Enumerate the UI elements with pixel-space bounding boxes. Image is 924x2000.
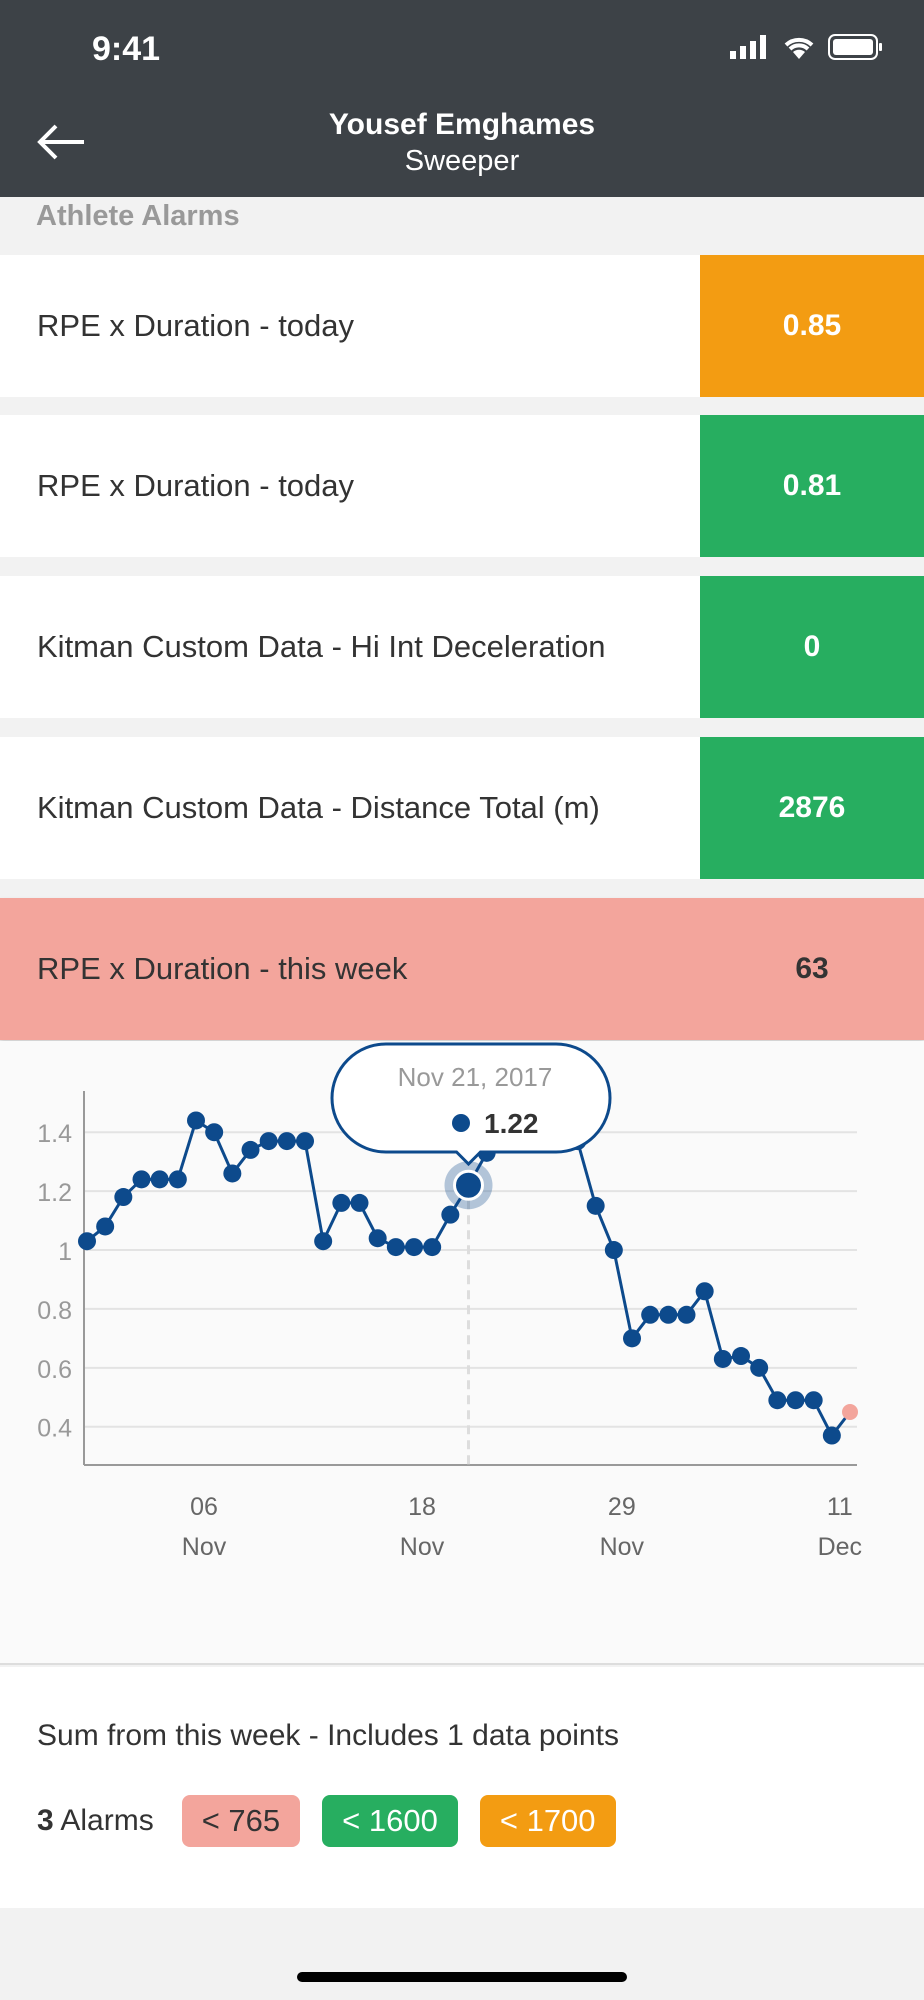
header-bar: 9:41 Yousef Emghames Sweeper — [0, 0, 924, 197]
data-point — [96, 1217, 115, 1236]
alarm-row-selected[interactable]: RPE x Duration - this week 63 — [0, 898, 924, 1040]
data-point — [423, 1238, 442, 1257]
alarm-label: Kitman Custom Data - Hi Int Deceleration — [37, 629, 606, 664]
data-point — [659, 1305, 678, 1324]
data-point — [768, 1391, 787, 1410]
data-point — [223, 1164, 242, 1183]
summary-text: Sum from this week - Includes 1 data poi… — [37, 1719, 619, 1752]
data-point — [78, 1232, 96, 1251]
data-point — [842, 1403, 859, 1420]
data-point — [786, 1391, 805, 1410]
trend-chart[interactable]: 0.4 0.6 0.8 1 1.2 1.4 06 Nov 18 Nov 29 Nov 11 Dec Nov … — [0, 1041, 924, 1665]
alarm-value: 0 — [700, 576, 924, 718]
data-point — [713, 1349, 732, 1368]
alarm-row[interactable]: RPE x Duration - today 0.81 — [0, 415, 924, 557]
alarm-count: 3 — [37, 1804, 54, 1837]
back-arrow-icon[interactable] — [36, 122, 86, 171]
page-subtitle: Sweeper — [404, 145, 520, 177]
data-point — [132, 1170, 151, 1189]
data-point — [277, 1132, 296, 1151]
alarm-label: RPE x Duration - today — [37, 308, 355, 343]
threshold-badge: < 1700 — [479, 1795, 616, 1847]
alarm-value: 0.85 — [700, 255, 924, 397]
battery-icon — [828, 34, 882, 60]
data-point — [405, 1238, 424, 1257]
data-point — [168, 1170, 187, 1189]
alarm-thresholds: 3 Alarms < 765 < 1600 < 1700 — [37, 1795, 616, 1847]
tooltip-date: Nov 21, 2017 — [398, 1062, 553, 1092]
data-point — [205, 1123, 224, 1142]
x-tick-day: 18 — [408, 1493, 436, 1521]
data-point — [332, 1193, 351, 1212]
data-point — [586, 1196, 605, 1215]
data-point — [641, 1305, 660, 1324]
data-point — [296, 1132, 315, 1151]
data-point — [368, 1229, 387, 1248]
data-point — [677, 1305, 696, 1324]
data-point — [314, 1232, 333, 1251]
y-tick-label: 1.4 — [37, 1120, 72, 1148]
alarm-word: Alarms — [60, 1804, 154, 1837]
x-tick-month: Nov — [182, 1533, 227, 1561]
x-tick-month: Nov — [600, 1533, 645, 1561]
data-point — [350, 1193, 369, 1212]
data-point — [114, 1188, 133, 1207]
data-point — [695, 1282, 714, 1301]
x-tick-month: Dec — [818, 1533, 862, 1561]
data-point — [187, 1111, 206, 1130]
data-point — [441, 1205, 460, 1224]
data-point — [822, 1426, 841, 1445]
wifi-icon — [784, 37, 814, 59]
data-point — [150, 1170, 169, 1189]
data-point — [386, 1238, 405, 1257]
page-title: Yousef Emghames — [328, 108, 596, 141]
data-point — [804, 1391, 823, 1410]
y-tick-label: 0.4 — [37, 1415, 72, 1443]
chart-svg[interactable]: 0.4 0.6 0.8 1 1.2 1.4 06 Nov 18 Nov 29 Nov 11 Dec Nov … — [0, 1041, 924, 1663]
chart-footer: Sum from this week - Includes 1 data poi… — [0, 1667, 924, 1908]
section-title: Athlete Alarms — [36, 200, 240, 232]
tooltip-value: 1.22 — [484, 1108, 539, 1139]
tooltip-marker — [452, 1114, 470, 1132]
status-time: 9:41 — [92, 30, 161, 68]
y-tick-label: 1 — [58, 1238, 72, 1266]
status-icons — [730, 34, 884, 60]
data-point — [604, 1241, 623, 1260]
threshold-badge: < 765 — [181, 1795, 301, 1847]
highlight-point — [453, 1169, 485, 1201]
alarm-label: RPE x Duration - this week — [37, 951, 408, 986]
alarm-value: 63 — [795, 952, 829, 985]
signal-icon — [730, 35, 766, 59]
alarm-label: RPE x Duration - today — [37, 468, 355, 503]
data-point — [259, 1132, 278, 1151]
tooltip-box — [330, 1042, 612, 1167]
alarm-value: 0.81 — [700, 415, 924, 557]
x-tick-day: 06 — [190, 1493, 218, 1521]
data-point — [750, 1358, 769, 1377]
y-tick-label: 0.8 — [37, 1297, 72, 1325]
x-tick-day: 29 — [608, 1493, 636, 1521]
alarm-row[interactable]: Kitman Custom Data - Hi Int Deceleration… — [0, 576, 924, 718]
alarm-label: Kitman Custom Data - Distance Total (m) — [37, 790, 600, 825]
x-tick-day: 11 — [827, 1493, 853, 1521]
home-indicator — [297, 1972, 627, 1982]
y-tick-label: 0.6 — [37, 1356, 72, 1384]
data-point — [732, 1347, 751, 1366]
data-point — [623, 1329, 642, 1348]
alarm-value: 2876 — [700, 737, 924, 879]
alarm-row[interactable]: Kitman Custom Data - Distance Total (m) 2… — [0, 737, 924, 879]
data-point — [241, 1140, 260, 1159]
alarm-row[interactable]: RPE x Duration - today 0.85 — [0, 255, 924, 397]
x-tick-month: Nov — [400, 1533, 445, 1561]
threshold-badge: < 1600 — [322, 1795, 458, 1847]
y-tick-label: 1.2 — [37, 1179, 72, 1207]
